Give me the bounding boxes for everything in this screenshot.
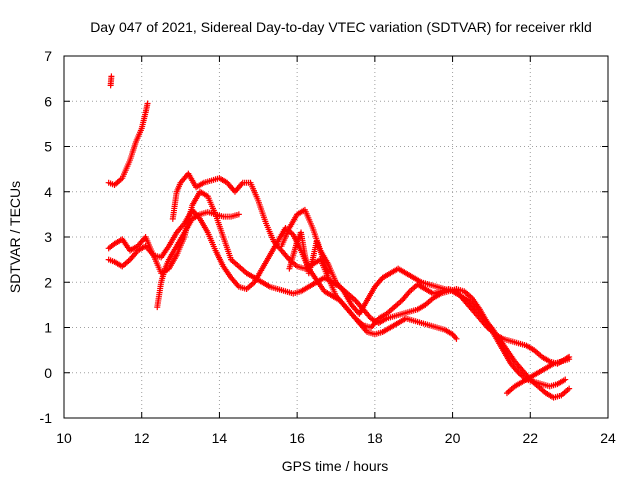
data-point: [108, 73, 115, 80]
y-tick-label: 4: [44, 184, 52, 200]
series-pass-7: [278, 206, 573, 401]
data-point: [144, 100, 151, 107]
y-tick-label: -1: [40, 410, 53, 426]
series-pass-8: [286, 229, 332, 277]
data-point: [566, 385, 573, 392]
data-point: [325, 270, 332, 277]
grid-lines: [64, 56, 608, 418]
x-tick-label: 14: [212, 430, 228, 446]
data-point: [562, 376, 569, 383]
data-point: [235, 211, 242, 218]
x-tick-label: 22: [522, 430, 538, 446]
chart-title: Day 047 of 2021, Sidereal Day-to-day VTE…: [90, 19, 592, 35]
y-tick-label: 2: [44, 274, 52, 290]
x-tick-label: 10: [56, 430, 72, 446]
x-axis-label: GPS time / hours: [282, 458, 389, 474]
y-tick-label: 6: [44, 93, 52, 109]
series-pass-5: [169, 170, 460, 342]
y-tick-label: 5: [44, 139, 52, 155]
y-axis-label: SDTVAR / TECUs: [7, 181, 23, 293]
series-pass-2: [105, 100, 151, 188]
x-tick-label: 24: [600, 430, 616, 446]
x-tick-label: 20: [445, 430, 461, 446]
x-tick-label: 16: [289, 430, 305, 446]
series-pass-6: [154, 209, 242, 311]
y-tick-label: 7: [44, 48, 52, 64]
series-pass-1: [107, 73, 115, 89]
y-tick-label: 1: [44, 320, 52, 336]
y-tick-label: 0: [44, 365, 52, 381]
data-point: [566, 356, 573, 363]
x-tick-label: 12: [134, 430, 150, 446]
y-tick-label: 3: [44, 229, 52, 245]
data-series: [105, 73, 573, 401]
series-pass-9: [503, 356, 573, 397]
data-point: [453, 335, 460, 342]
x-tick-label: 18: [367, 430, 383, 446]
